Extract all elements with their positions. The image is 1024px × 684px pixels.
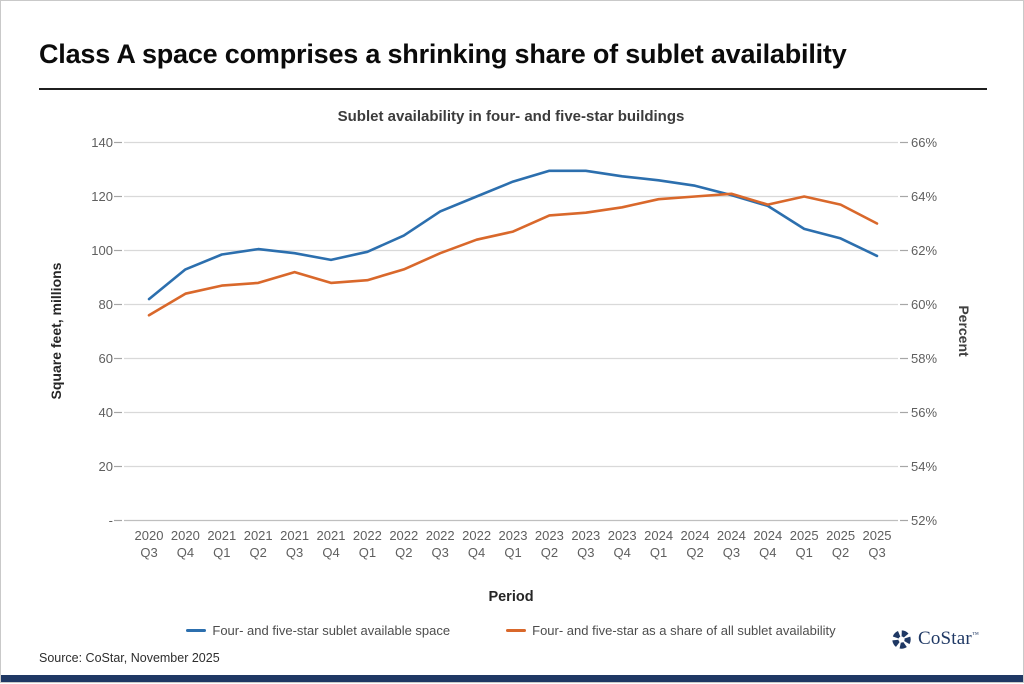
legend-marker-share [506,629,527,632]
costar-logo-text: CoStar™ [917,628,979,649]
title-divider [39,88,987,90]
left-axis-tick-label: - [108,512,113,528]
left-axis-tick-label: 120 [91,188,113,204]
footer-bar [1,675,1023,682]
left-axis-tick-label: 40 [98,404,113,420]
x-axis-tick-label: 2024 Q1 [644,528,674,560]
x-axis-tick-label: 2023 Q1 [498,528,528,560]
chart-title: Sublet availability in four- and five-st… [337,108,685,125]
left-axis-title: Square feet, millions [48,262,64,400]
x-axis-tick-label: 2024 Q2 [680,528,710,560]
right-axis-tick-label: 60% [911,296,938,312]
left-axis-tick-label: 80 [98,296,113,312]
x-axis-tick-label: 2025 Q1 [789,528,819,560]
x-axis-title: Period [488,589,534,605]
x-axis-tick-label: 2023 Q4 [607,528,637,560]
x-axis-tick-label: 2021 Q3 [280,528,310,560]
right-axis-tick-label: 62% [911,242,938,258]
left-axis-tick-label: 20 [98,458,113,474]
legend: Four- and five-star sublet available spa… [101,623,921,638]
legend-item-available-space: Four- and five-star sublet available spa… [186,623,450,638]
x-axis-tick-label: 2025 Q3 [862,528,892,560]
legend-label-available-space: Four- and five-star sublet available spa… [212,623,451,638]
right-axis-tick-label: 64% [911,188,938,204]
left-axis-tick-label: 60 [98,350,113,366]
x-axis-tick-label: 2022 Q2 [389,528,419,560]
trademark-mark: ™ [971,630,979,639]
x-axis-tick-label: 2021 Q1 [207,528,237,560]
legend-marker-available-space [186,629,207,632]
legend-item-share: Four- and five-star as a share of all su… [506,623,836,638]
x-axis-tick-label: 2024 Q4 [753,528,783,560]
x-axis-tick-label: 2022 Q3 [425,528,455,560]
series-line-share-of-sublet [147,192,879,317]
costar-logo-icon [892,629,911,649]
left-axis-tick-label: 100 [91,242,113,258]
x-axis-tick-label: 2022 Q1 [352,528,382,560]
x-axis-tick-label: 2020 Q3 [134,528,164,560]
x-axis-tick-label: 2024 Q3 [716,528,746,560]
page-title: Class A space comprises a shrinking shar… [39,39,847,69]
legend-label-share: Four- and five-star as a share of all su… [532,623,836,638]
right-axis-title: Percent [956,305,972,357]
right-axis-tick-label: 58% [911,350,938,366]
right-axis-tick-label: 54% [911,458,938,474]
x-axis-tick-label: 2021 Q2 [243,528,273,560]
source-text: Source: CoStar, November 2025 [39,651,220,665]
x-axis-tick-label: 2022 Q4 [462,528,492,560]
right-axis-tick-label: 56% [911,404,938,420]
x-axis-tick-label: 2025 Q2 [826,528,856,560]
series-line-available-space [147,169,879,301]
x-axis-tick-label: 2023 Q3 [571,528,601,560]
x-axis-tick-label: 2020 Q4 [170,528,200,560]
right-axis-tick-label: 52% [911,512,938,528]
x-axis-tick-label: 2021 Q4 [316,528,346,560]
x-axis-tick-label: 2023 Q2 [534,528,564,560]
right-axis-tick-label: 66% [911,134,938,150]
left-axis-tick-label: 140 [91,134,113,150]
costar-logo: CoStar™ [891,628,979,650]
